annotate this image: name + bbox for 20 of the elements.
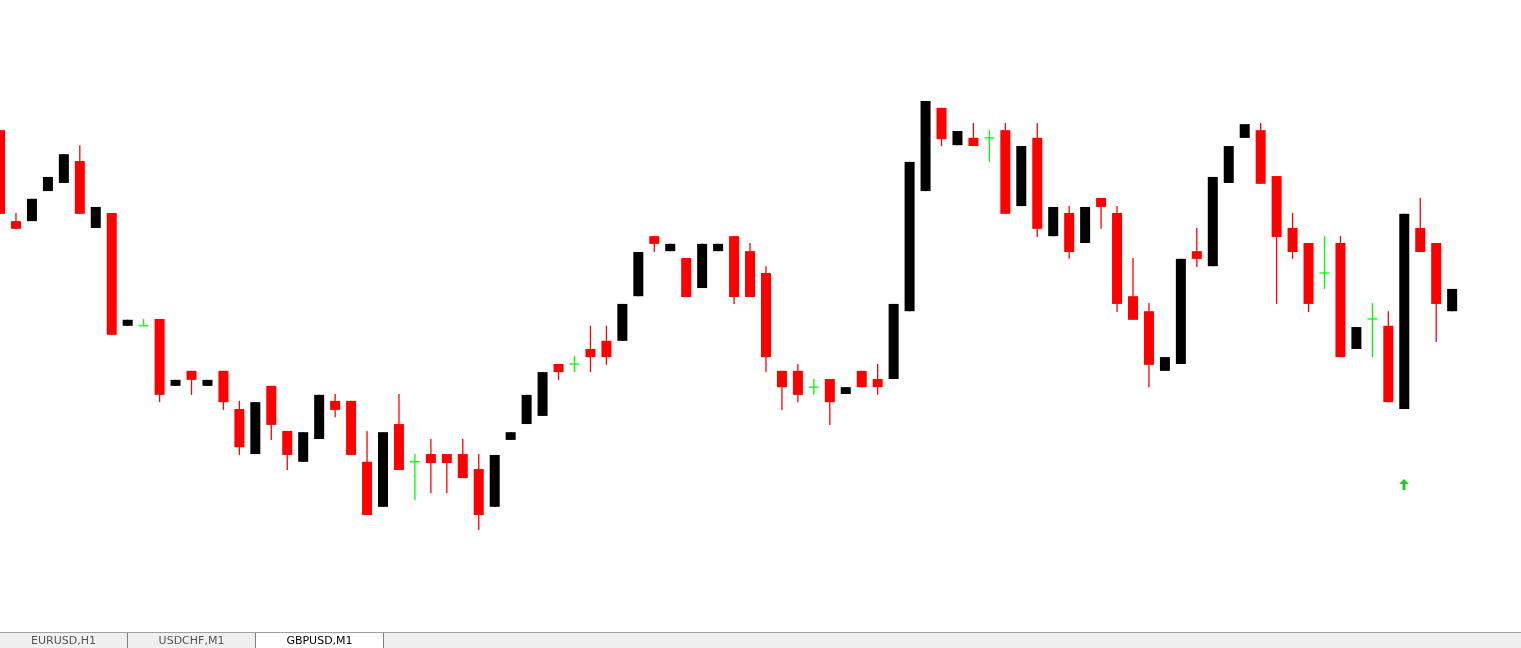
candlestick <box>776 370 787 411</box>
candlestick <box>585 325 596 373</box>
candlestick <box>330 393 341 418</box>
candlestick <box>1096 197 1107 230</box>
candlestick <box>824 378 835 426</box>
candlestick <box>983 129 996 163</box>
candlestick <box>441 453 452 494</box>
candlestick <box>872 363 883 396</box>
candlestick <box>1366 302 1379 358</box>
candlestick <box>186 370 197 396</box>
candlestick <box>1128 257 1138 321</box>
candlestick <box>1351 326 1362 350</box>
candlestick <box>1318 235 1331 290</box>
text: EURUSD,H1 <box>0 633 128 648</box>
candlestick <box>808 378 820 396</box>
candlestick <box>425 438 436 494</box>
text: USDCHF,M1 <box>128 633 256 648</box>
candlestick <box>1191 227 1202 268</box>
candlestick <box>601 325 612 366</box>
text: GBPUSD,M1 <box>256 633 384 648</box>
